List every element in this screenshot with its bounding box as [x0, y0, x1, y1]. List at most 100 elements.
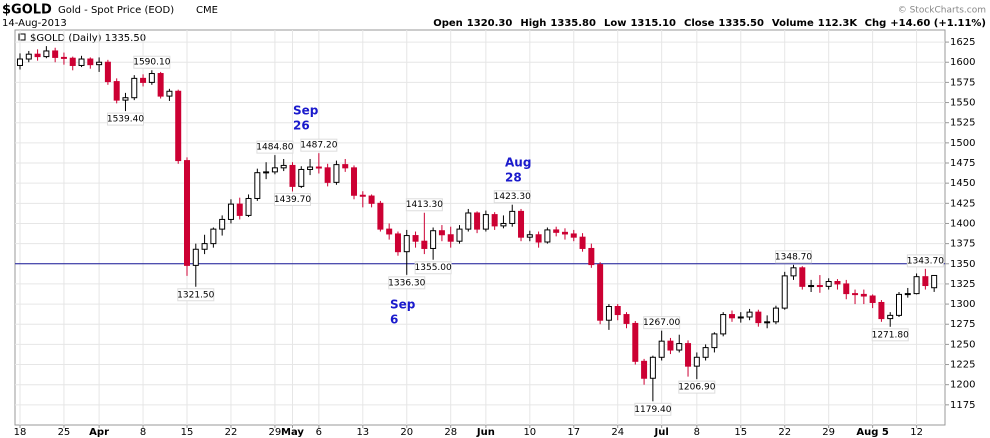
y-tick-label: 1325 — [950, 279, 975, 290]
candle-body — [570, 233, 577, 238]
candle-body — [333, 164, 340, 183]
x-tick-label: 15 — [181, 427, 194, 438]
price-label-box — [678, 380, 716, 394]
x-tick-label: 22 — [225, 427, 238, 438]
y-tick-label: 1225 — [950, 360, 975, 371]
candle-body — [649, 356, 656, 379]
price-label: 1590.10 — [133, 58, 170, 68]
candle-body — [184, 160, 191, 266]
candle-body — [245, 197, 252, 216]
stat-value: 1315.10 — [630, 18, 676, 29]
price-label: 1413.30 — [406, 200, 443, 210]
candle-body — [298, 168, 305, 187]
price-label: 1206.90 — [678, 383, 715, 393]
candle-body — [201, 243, 208, 250]
candle-body — [632, 322, 639, 362]
security-name: Gold - Spot Price (EOD) — [58, 5, 174, 16]
candle-body — [711, 333, 718, 349]
price-label-box — [405, 198, 443, 212]
price-label-box — [273, 192, 311, 206]
candle-body — [728, 314, 735, 319]
candle-body — [623, 314, 630, 324]
candle-body — [210, 228, 217, 245]
candle-body — [790, 267, 797, 277]
legend-marker — [18, 33, 26, 41]
candle-body — [166, 90, 173, 97]
annotation: Aug — [505, 156, 531, 170]
candle-body — [148, 73, 155, 83]
candle-body — [34, 53, 41, 58]
x-tick-label: 29 — [822, 427, 835, 438]
legend-label: $GOLD (Daily) 1335.50 — [30, 33, 146, 44]
candle-body — [720, 314, 727, 335]
candle-body — [25, 53, 32, 60]
x-tick-label: 8 — [694, 427, 700, 438]
candle-body — [289, 164, 296, 187]
candle-body — [227, 203, 234, 220]
x-tick-label: Jun — [476, 427, 495, 438]
candle-body — [931, 274, 938, 289]
x-tick-label: 8 — [140, 427, 146, 438]
y-tick-label: 1625 — [950, 37, 975, 48]
price-label: 1267.00 — [643, 318, 680, 328]
candle-body — [131, 77, 138, 99]
price-label-box — [634, 402, 672, 416]
annotation: 6 — [390, 313, 398, 327]
stat-value: 112.3K — [818, 18, 859, 29]
candle-body — [447, 234, 454, 242]
y-tick-label: 1250 — [950, 339, 975, 350]
price-label: 1355.00 — [415, 263, 452, 273]
candle-body — [254, 172, 261, 199]
x-tick-label: May — [281, 427, 304, 438]
candle-body — [614, 306, 621, 316]
annotation: Sep — [390, 298, 416, 312]
price-label: 1348.70 — [775, 252, 812, 262]
x-tick-label: 29 — [269, 427, 282, 438]
y-tick-label: 1550 — [950, 98, 975, 109]
y-tick-label: 1375 — [950, 239, 975, 250]
candle-body — [808, 285, 815, 288]
candle-body — [60, 56, 67, 59]
candle-body — [658, 340, 665, 358]
price-label: 1539.40 — [107, 115, 144, 125]
candle-body — [878, 301, 885, 320]
y-tick-label: 1600 — [950, 57, 975, 68]
price-label-box — [106, 112, 144, 126]
candle-body — [96, 61, 103, 66]
y-tick-label: 1575 — [950, 77, 975, 88]
x-tick-label: 28 — [444, 427, 457, 438]
candle-body — [860, 293, 867, 297]
price-label: 1439.70 — [274, 195, 311, 205]
candle-body — [465, 212, 472, 230]
price-label: 1484.80 — [256, 143, 293, 153]
candle-body — [641, 360, 648, 379]
price-label: 1271.80 — [872, 330, 909, 340]
candle-body — [922, 276, 929, 287]
stat-label: Open — [433, 18, 463, 29]
price-label-box — [643, 316, 681, 330]
date: 14-Aug-2013 — [2, 18, 67, 29]
candle-body — [772, 307, 779, 323]
candle-body — [887, 314, 894, 320]
y-tick-label: 1525 — [950, 118, 975, 129]
x-tick-label: 6 — [316, 427, 322, 438]
candle-body — [113, 81, 120, 101]
candle-body — [579, 236, 586, 249]
candle-body — [386, 228, 393, 235]
candle-body — [219, 218, 226, 230]
candle-body — [122, 97, 129, 101]
y-tick-label: 1300 — [950, 299, 975, 310]
price-label-box — [871, 328, 909, 342]
price-label: 1336.30 — [388, 278, 425, 288]
annotation: 26 — [293, 119, 310, 133]
y-tick-label: 1200 — [950, 380, 975, 391]
candle-body — [104, 61, 111, 83]
x-tick-label: Jul — [654, 427, 669, 438]
y-tick-label: 1175 — [950, 400, 975, 411]
candle-body — [895, 293, 902, 316]
candle-body — [342, 164, 349, 169]
candle-body — [605, 306, 612, 321]
candle-body — [764, 321, 771, 324]
candle-body — [737, 316, 744, 319]
stat-value: 1320.30 — [467, 18, 513, 29]
